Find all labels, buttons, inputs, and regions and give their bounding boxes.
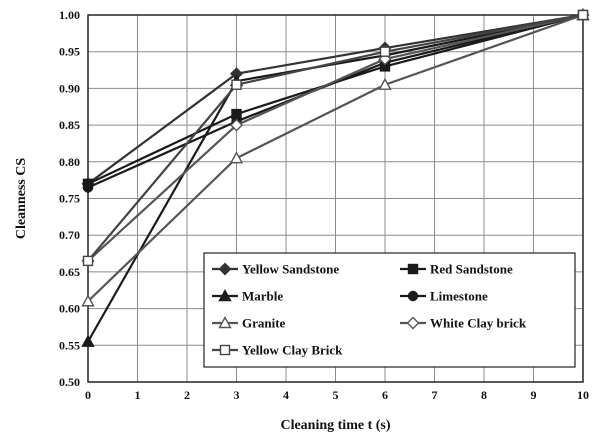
- x-tick-label: 2: [184, 388, 190, 402]
- x-tick-label: 8: [481, 388, 487, 402]
- y-tick-label: 0.50: [59, 375, 80, 389]
- y-tick-label: 0.55: [59, 338, 80, 352]
- legend-marker: [407, 263, 419, 275]
- x-tick-label: 10: [577, 388, 589, 402]
- legend-marker: [406, 316, 420, 330]
- series-line: [87, 13, 584, 185]
- legend-label: Granite: [242, 316, 286, 331]
- series-line: [87, 13, 584, 262]
- y-tick-label: 0.80: [59, 155, 80, 169]
- legend-marker: [218, 289, 232, 302]
- legend-label: Marble: [242, 289, 283, 304]
- series-layer: [81, 8, 590, 347]
- x-tick-label: 7: [432, 388, 438, 402]
- legend-item: Yellow Sandstone: [212, 262, 339, 277]
- y-tick-label: 0.70: [59, 228, 80, 242]
- legend-label: Limestone: [430, 289, 488, 304]
- data-point: [230, 118, 243, 132]
- series-line: [87, 13, 584, 185]
- y-tick-label: 0.90: [59, 81, 80, 95]
- legend-label: Yellow Sandstone: [242, 262, 339, 277]
- legend: Yellow Sandstone Red Sandstone Marble Limes…: [203, 252, 576, 368]
- x-tick-label: 6: [382, 388, 388, 402]
- x-axis-title: Cleaning time t (s): [280, 418, 390, 433]
- y-tick-label: 0.85: [59, 118, 80, 132]
- data-point: [231, 79, 242, 90]
- y-axis-title: Cleanness CS: [14, 158, 29, 240]
- legend-item: Red Sandstone: [400, 262, 513, 277]
- x-tick-label: 5: [333, 388, 339, 402]
- legend-marker: [218, 316, 232, 329]
- data-point: [229, 151, 244, 164]
- y-tick-label: 0.65: [59, 265, 80, 279]
- x-tick-label: 0: [85, 388, 91, 402]
- data-point: [82, 182, 94, 193]
- data-point: [82, 255, 94, 267]
- y-tick-label: 0.60: [59, 302, 80, 316]
- data-point: [81, 294, 95, 307]
- x-tick-label: 4: [283, 388, 289, 402]
- legend-label: Yellow Clay Brick: [242, 343, 343, 358]
- x-tick-label: 1: [135, 388, 141, 402]
- series-line: [87, 13, 584, 262]
- tick-labels: 0 1 2 3 4 5 6 7 8 9 10 0.50 0.55 0.60 0.65 0.70 0.75 0.80…: [59, 8, 589, 402]
- plot-area: [87, 14, 584, 383]
- y-tick-label: 0.75: [59, 192, 80, 206]
- data-point: [81, 334, 95, 347]
- legend-item: Limestone: [400, 289, 488, 304]
- legend-marker: [218, 262, 232, 276]
- x-tick-label: 9: [531, 388, 537, 402]
- data-point: [379, 46, 391, 57]
- series-6: [82, 9, 589, 267]
- legend-box: [203, 252, 576, 368]
- legend-item: White Clay brick: [400, 316, 527, 331]
- legend-marker: [219, 344, 231, 356]
- x-tick-label: 3: [234, 388, 240, 402]
- data-point: [378, 77, 392, 90]
- y-tick-label: 1.00: [59, 8, 80, 22]
- legend-item: Marble: [212, 289, 283, 304]
- legend-item: Granite: [212, 316, 286, 331]
- legend-label: Red Sandstone: [430, 262, 513, 277]
- legend-label: White Clay brick: [430, 316, 527, 331]
- series-line: [87, 13, 584, 303]
- legend-marker: [407, 290, 419, 302]
- data-point: [577, 9, 589, 21]
- y-tick-label: 0.95: [59, 45, 80, 59]
- legend-item: Yellow Clay Brick: [212, 343, 343, 358]
